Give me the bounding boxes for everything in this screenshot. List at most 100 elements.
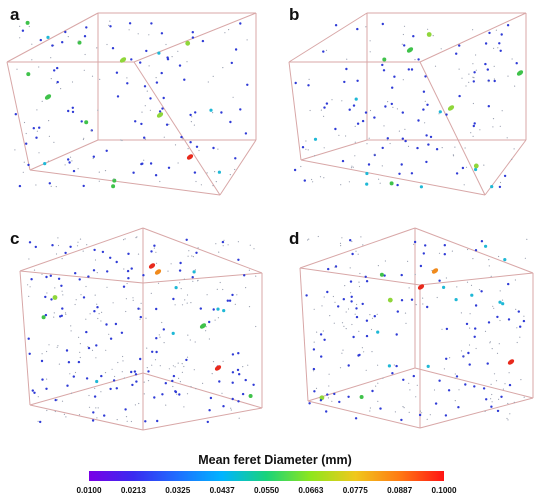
pore-particle: [460, 350, 463, 352]
pore-particle: [197, 280, 199, 282]
pore-particle: [231, 353, 235, 356]
pore-particle: [473, 163, 479, 169]
pore-particle: [409, 389, 411, 391]
pore-particle: [329, 315, 331, 317]
pore-particle: [206, 172, 208, 174]
pore-particle: [108, 24, 110, 26]
pore-particle: [470, 293, 474, 297]
pore-particle: [498, 42, 501, 45]
pore-particle: [341, 159, 345, 163]
pore-particle: [382, 57, 387, 62]
pore-particle: [438, 379, 441, 382]
pore-particle: [39, 420, 42, 424]
pore-particle: [25, 20, 30, 25]
pore-particle: [455, 52, 458, 55]
pore-particle: [85, 26, 88, 29]
pore-particle: [472, 63, 474, 65]
pore-particle: [307, 239, 309, 241]
pore-particle: [74, 272, 77, 275]
pore-particle: [234, 157, 237, 160]
ct-volume-render: [6, 12, 257, 196]
pore-particle: [452, 154, 454, 156]
pore-particle: [501, 302, 505, 306]
box-edge: [307, 400, 421, 429]
pore-particle: [365, 369, 367, 371]
pore-particle: [111, 47, 115, 50]
pore-particle: [166, 58, 170, 61]
pore-particle: [345, 135, 347, 137]
pore-particle: [64, 164, 66, 166]
pore-particle: [46, 378, 48, 380]
pore-particle: [155, 307, 158, 311]
pore-particle: [140, 122, 143, 126]
pore-particle: [314, 155, 316, 157]
pore-particle: [499, 181, 502, 184]
box-edge: [29, 404, 144, 431]
pore-particle: [367, 163, 371, 166]
pore-particle: [398, 130, 400, 132]
pore-particle: [123, 377, 125, 379]
pore-particle: [31, 59, 33, 61]
large-pore: [431, 268, 439, 274]
pore-particle: [231, 381, 234, 384]
pore-particle: [445, 277, 447, 279]
pore-particle: [132, 299, 134, 301]
pore-particle: [122, 360, 124, 362]
pore-particle: [433, 389, 436, 391]
pore-particle: [474, 167, 478, 172]
pore-particle: [356, 79, 359, 83]
pore-particle: [393, 75, 396, 78]
pore-particle: [186, 302, 188, 304]
pore-particle: [208, 409, 211, 412]
pore-particle: [248, 306, 251, 308]
pore-particle: [70, 330, 72, 332]
pore-particle: [461, 77, 463, 79]
pore-particle: [313, 341, 315, 343]
pore-particle: [379, 182, 381, 184]
pore-particle: [56, 399, 59, 401]
pore-particle: [322, 330, 324, 332]
pore-particle: [183, 278, 185, 280]
pore-particle: [28, 25, 30, 28]
pore-particle: [391, 86, 394, 89]
pore-particle: [206, 420, 209, 424]
pore-particle: [46, 350, 48, 353]
pore-particle: [197, 247, 199, 249]
pore-particle: [77, 360, 81, 364]
pore-particle: [155, 77, 157, 79]
pore-particle: [496, 409, 500, 413]
pore-particle: [419, 185, 423, 189]
pore-particle: [67, 158, 70, 161]
pore-particle: [125, 298, 127, 300]
pore-particle: [368, 137, 370, 139]
pore-particle: [319, 395, 325, 401]
box-edge: [288, 12, 368, 63]
box-edge: [414, 227, 534, 274]
colorbar-tick-label: 0.0100: [76, 486, 102, 495]
pore-particle: [348, 108, 351, 111]
pore-particle: [92, 269, 96, 272]
pore-particle: [434, 402, 438, 405]
pore-particle: [485, 398, 488, 401]
pore-particle: [227, 244, 229, 246]
pore-particle: [465, 166, 468, 168]
pore-particle: [181, 363, 183, 365]
pore-particle: [441, 328, 443, 330]
pore-particle: [468, 363, 471, 366]
pore-particle: [178, 269, 182, 272]
pore-particle: [365, 171, 369, 176]
pore-particle: [349, 239, 352, 242]
pore-particle: [112, 302, 114, 304]
pore-particle: [56, 80, 59, 84]
pore-particle: [498, 255, 500, 258]
pore-particle: [67, 36, 69, 38]
pore-particle: [85, 330, 88, 334]
pore-particle: [224, 32, 226, 34]
pore-particle: [506, 417, 508, 420]
pore-particle: [93, 310, 96, 313]
pore-particle: [407, 260, 409, 262]
pore-particle: [89, 313, 91, 315]
pore-particle: [232, 96, 234, 98]
large-pore: [199, 323, 207, 329]
pore-particle: [473, 77, 475, 79]
